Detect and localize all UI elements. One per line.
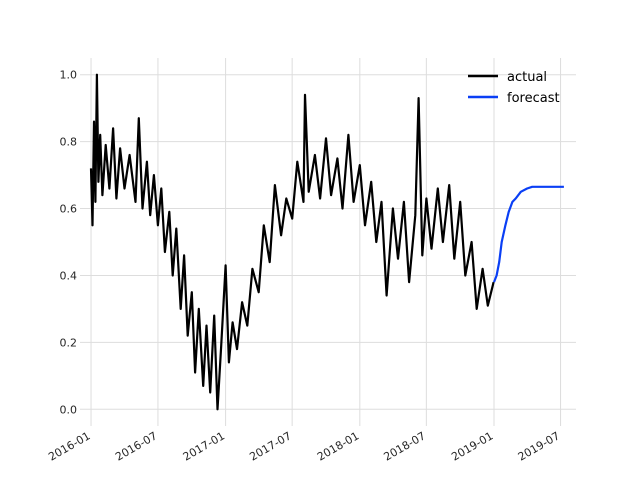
x-tick-label-0: 2016-01 [46,429,92,463]
y-tick-label-4: 0.8 [60,136,78,149]
x-tick-label-5: 2018-07 [382,429,428,463]
y-tick-label-3: 0.6 [60,203,78,216]
series-layer [89,73,564,411]
y-tick-label-5: 1.0 [60,69,78,82]
x-tick-label-1: 2016-07 [113,429,159,463]
series-line-actual [89,73,495,411]
x-tick-label-2: 2017-01 [181,429,227,463]
legend: actual forecast [468,70,560,106]
y-tick-label-2: 0.4 [60,269,78,282]
x-tick-label-3: 2017-07 [247,429,293,463]
series-line-forecast [492,185,564,283]
y-tick-labels: 0.0 0.2 0.4 0.6 0.8 1.0 [60,69,78,417]
x-tick-labels: 2016-01 2016-07 2017-01 2017-07 2018-01 2018-… [46,429,562,463]
x-tick-label-4: 2018-01 [315,429,361,463]
legend-label-actual: actual [507,70,547,85]
legend-label-forecast: forecast [507,91,560,106]
y-tick-label-0: 0.0 [60,403,78,416]
x-tick-label-7: 2019-07 [516,429,562,463]
grid-layer [80,58,576,426]
x-tick-label-6: 2019-01 [449,429,495,463]
y-tick-label-1: 0.2 [60,336,78,349]
